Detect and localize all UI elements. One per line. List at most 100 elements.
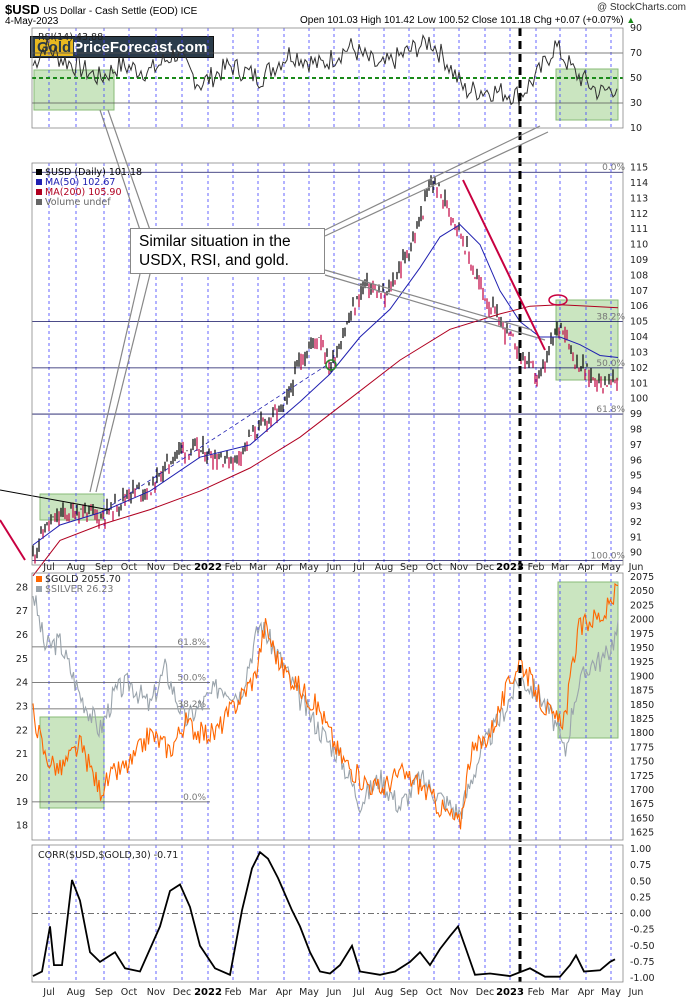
usd-y-tick: 92 — [630, 517, 642, 528]
silver-y-tick: 23 — [16, 702, 28, 713]
gold-y-tick: 1925 — [630, 657, 654, 668]
usd-y-tick: 91 — [630, 532, 642, 543]
silver-y-tick: 20 — [16, 773, 28, 784]
x-tick-label: Jun — [628, 987, 644, 998]
usd-fib-label: 100.0% — [591, 551, 626, 561]
ma200-line — [32, 304, 619, 577]
x-tick-label: Nov — [450, 562, 469, 573]
gold-y-tick: 2000 — [630, 615, 654, 626]
x-tick-label: Nov — [147, 562, 166, 573]
downtrend-line-left — [0, 519, 26, 561]
x-tick-label: Dec — [173, 562, 191, 573]
x-tick-label: Mar — [249, 987, 267, 998]
gold-y-tick: 1700 — [630, 785, 654, 796]
x-tick-label: May — [299, 562, 319, 573]
panel-3-frame — [31, 572, 624, 841]
gold-fib-label: 0.0% — [183, 793, 206, 803]
usd-y-tick: 99 — [630, 409, 642, 420]
legend-swatch — [36, 179, 42, 185]
corr-y-tick: 0.00 — [630, 909, 651, 920]
gold-y-tick: 1800 — [630, 728, 654, 739]
x-tick-label: Oct — [426, 987, 443, 998]
rsi-highlight-left — [33, 69, 115, 111]
callout-line-rsi — [324, 131, 549, 237]
gold-y-tick: 1950 — [630, 643, 654, 654]
rsi-y-tick: 10 — [630, 123, 642, 134]
usd-y-tick: 106 — [630, 301, 648, 312]
x-tick-label: Feb — [225, 987, 242, 998]
x-tick-label: Oct — [121, 562, 138, 573]
silver-y-tick: 18 — [16, 821, 28, 832]
gold-legend-item: $GOLD 2055.70 — [45, 574, 121, 585]
gold-y-tick: 2075 — [630, 572, 654, 583]
usd-y-tick: 90 — [630, 548, 642, 559]
gold-y-tick: 1625 — [630, 828, 654, 839]
x-tick-label: Mar — [249, 562, 267, 573]
x-tick-label: Dec — [476, 562, 494, 573]
callout-line-left — [99, 109, 141, 231]
x-tick-label: 2023 — [496, 562, 524, 573]
legend-swatch — [36, 169, 42, 175]
x-tick-label: May — [601, 987, 621, 998]
usd-y-tick: 93 — [630, 501, 642, 512]
gold-y-tick: 1775 — [630, 742, 654, 753]
usd-legend-item: $USD (Daily) 101.18 — [45, 167, 142, 178]
x-tick-label: Apr — [578, 562, 595, 573]
x-tick-label: Aug — [375, 987, 394, 998]
usd-fib-label: 61.8% — [596, 405, 625, 415]
usd-y-tick: 113 — [630, 193, 648, 204]
highlight-circle-red — [548, 294, 568, 306]
callout-line-left — [95, 273, 151, 493]
x-tick-label: Aug — [67, 562, 86, 573]
rsi-line — [32, 33, 618, 106]
x-tick-label: Dec — [476, 987, 494, 998]
symbol: $USD — [5, 2, 40, 17]
x-tick-label: Sep — [95, 562, 113, 573]
x-tick-label: Oct — [121, 987, 138, 998]
x-tick-label: Jul — [352, 562, 364, 573]
rsi-y-tick: 50 — [630, 73, 642, 84]
gold-y-tick: 1975 — [630, 629, 654, 640]
callout-line-usd — [324, 269, 533, 331]
silver-y-tick: 28 — [16, 582, 28, 593]
usd-fib-label: 50.0% — [596, 359, 625, 369]
legend-swatch — [36, 576, 42, 582]
usd-legend-item: MA(200) 105.90 — [45, 187, 122, 198]
gold-y-tick: 1825 — [630, 714, 654, 725]
x-tick-label: Dec — [173, 987, 191, 998]
gold-line — [32, 582, 619, 830]
callout-line-usd — [324, 274, 546, 341]
rsi-legend: RSI(14) 43.88 — [38, 32, 103, 43]
gold-highlight-left — [39, 716, 105, 809]
panel-4-frame — [31, 844, 624, 983]
panel-1-frame — [31, 27, 624, 129]
x-tick-label: Mar — [551, 987, 569, 998]
gold-y-tick: 1875 — [630, 686, 654, 697]
legend-swatch — [36, 199, 42, 205]
gold-highlight-right — [557, 581, 619, 739]
corr-y-tick: -0.25 — [630, 925, 655, 936]
chart-date: 4-May-2023 — [5, 16, 59, 27]
x-tick-label: Jul — [42, 987, 54, 998]
x-tick-label: Apr — [276, 987, 293, 998]
x-tick-label: Feb — [528, 987, 545, 998]
gold-y-tick: 1675 — [630, 799, 654, 810]
annotation-text: Similar situation in the USDX, RSI, and … — [139, 233, 291, 269]
x-tick-label: Sep — [400, 987, 418, 998]
silver-y-tick: 21 — [16, 749, 28, 760]
usd-y-tick: 109 — [630, 255, 648, 266]
support-dashed-line — [111, 362, 331, 506]
change-up-icon: ▲ — [626, 15, 636, 25]
ohlc-text: Open 101.03 High 101.42 Low 100.52 Close… — [300, 15, 624, 26]
usd-y-tick: 101 — [630, 378, 648, 389]
x-tick-label: Feb — [528, 562, 545, 573]
gold-y-tick: 1900 — [630, 671, 654, 682]
x-tick-label: May — [299, 987, 319, 998]
usd-y-tick: 112 — [630, 209, 648, 220]
corr-legend: CORR($USD,$GOLD,30) -0.71 — [38, 850, 178, 861]
corr-y-tick: 1.00 — [630, 844, 651, 855]
x-tick-label: Apr — [578, 987, 595, 998]
usd-y-tick: 102 — [630, 363, 648, 374]
